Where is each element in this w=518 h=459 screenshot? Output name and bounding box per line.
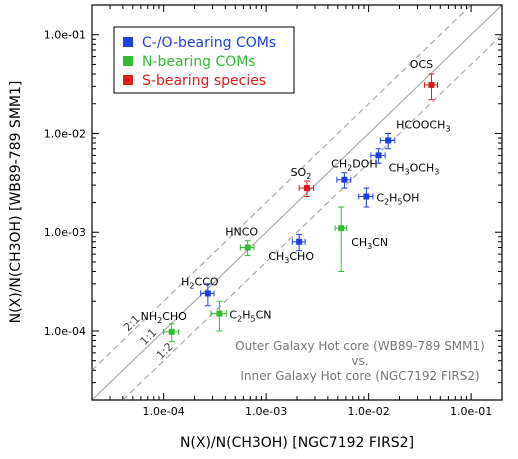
data-point-ch3cn: CH3​CN — [334, 206, 388, 273]
chart-annotation: Outer Galaxy Hot core (WB89-789 SMM1) vs… — [235, 339, 485, 383]
y-tick-label: 1.0e-01 — [44, 29, 86, 42]
marker — [341, 176, 348, 183]
data-point-ch3och3: CH3​OCH3​ — [370, 148, 440, 176]
legend-label-n: N-bearing COMs — [142, 54, 256, 70]
legend-swatch-s — [123, 75, 133, 85]
data-points: H2​CCO CH3​CHO CH2​DOH C2​H5​OH CH3​OCH3​ HCO… — [141, 58, 450, 343]
marker — [216, 310, 223, 317]
data-point-ch2doh: CH2​DOH — [331, 158, 378, 189]
reference-line-2 — [122, 34, 503, 401]
y-axis-label: N(X)/N(CH3OH) [WB89-789 SMM1] — [8, 81, 24, 324]
legend-label-s: S-bearing species — [142, 73, 266, 89]
data-point-h2cco: H2​CCO — [181, 275, 219, 307]
point-label: SO2​ — [291, 166, 312, 181]
point-label: H2​CCO — [181, 275, 219, 290]
marker — [363, 193, 370, 200]
x-tick-label: 1.0e-02 — [348, 405, 390, 418]
x-tick-label: 1.0e-03 — [245, 405, 287, 418]
point-label: C2​H5​CN — [229, 309, 271, 324]
point-label: CH2​DOH — [331, 158, 377, 173]
reference-line-1 — [91, 4, 503, 401]
y-tick-label: 1.0e-02 — [44, 127, 86, 140]
point-label: CH3​CHO — [268, 250, 314, 265]
marker — [244, 244, 251, 251]
data-point-c2h5oh: C2​H5​OH — [358, 187, 419, 208]
legend-box — [113, 26, 295, 94]
marker — [168, 328, 175, 335]
point-label: OCS — [410, 58, 433, 71]
marker — [338, 225, 345, 232]
point-label: C2​H5​OH — [376, 192, 419, 207]
point-label: HNCO — [225, 226, 258, 239]
data-point-hnco: HNCO — [225, 226, 258, 257]
marker — [428, 81, 435, 88]
data-point-ocs: OCS — [410, 58, 439, 101]
data-point-nh2cho: NH2​CHO — [141, 310, 188, 343]
annotation-line-1: Outer Galaxy Hot core (WB89-789 SMM1) — [235, 339, 485, 353]
marker — [303, 185, 310, 192]
reference-line-0 — [91, 4, 472, 371]
y-tick-label: 1.0e-03 — [44, 226, 86, 239]
annotation-line-3: Inner Galaxy Hot core (NGC7192 FIRS2) — [240, 369, 479, 383]
data-point-c2h5cn: C2​H5​CN — [210, 300, 271, 332]
series-1: NH2​CHO C2​H5​CN HNCO CH3​CN — [141, 206, 388, 343]
legend: C-/O-bearing COMs N-bearing COMs S-beari… — [113, 26, 295, 94]
marker — [204, 290, 211, 297]
legend-swatch-n — [123, 56, 133, 66]
legend-swatch-co — [123, 37, 133, 47]
series-2: SO2​ OCS — [291, 58, 439, 198]
legend-label-co: C-/O-bearing COMs — [142, 35, 276, 51]
x-tick-label: 1.0e-01 — [450, 405, 492, 418]
axis-ticks: 1.0e-04 1.0e-03 1.0e-02 1.0e-01 1.0e-04 1.0e-… — [44, 4, 503, 418]
data-point-ch3cho: CH3​CHO — [268, 233, 314, 265]
x-axis-label: N(X)/N(CH3OH) [NGC7192 FIRS2] — [180, 435, 414, 451]
point-label: HCOOCH3​ — [396, 118, 450, 133]
marker — [375, 152, 382, 159]
point-label: NH2​CHO — [141, 310, 188, 325]
y-tick-label: 1.0e-04 — [44, 325, 86, 338]
point-label: CH3​OCH3​ — [389, 161, 440, 176]
x-tick-label: 1.0e-04 — [143, 405, 185, 418]
marker — [385, 137, 392, 144]
annotation-line-2: vs. — [351, 354, 368, 368]
data-point-hcooch3: HCOOCH3​ — [379, 118, 450, 150]
marker — [296, 238, 303, 245]
data-point-so2: SO2​ — [291, 166, 315, 198]
point-label: CH3​CN — [351, 236, 388, 251]
series-0: H2​CCO CH3​CHO CH2​DOH C2​H5​OH CH3​OCH3​ HCO… — [181, 118, 450, 307]
